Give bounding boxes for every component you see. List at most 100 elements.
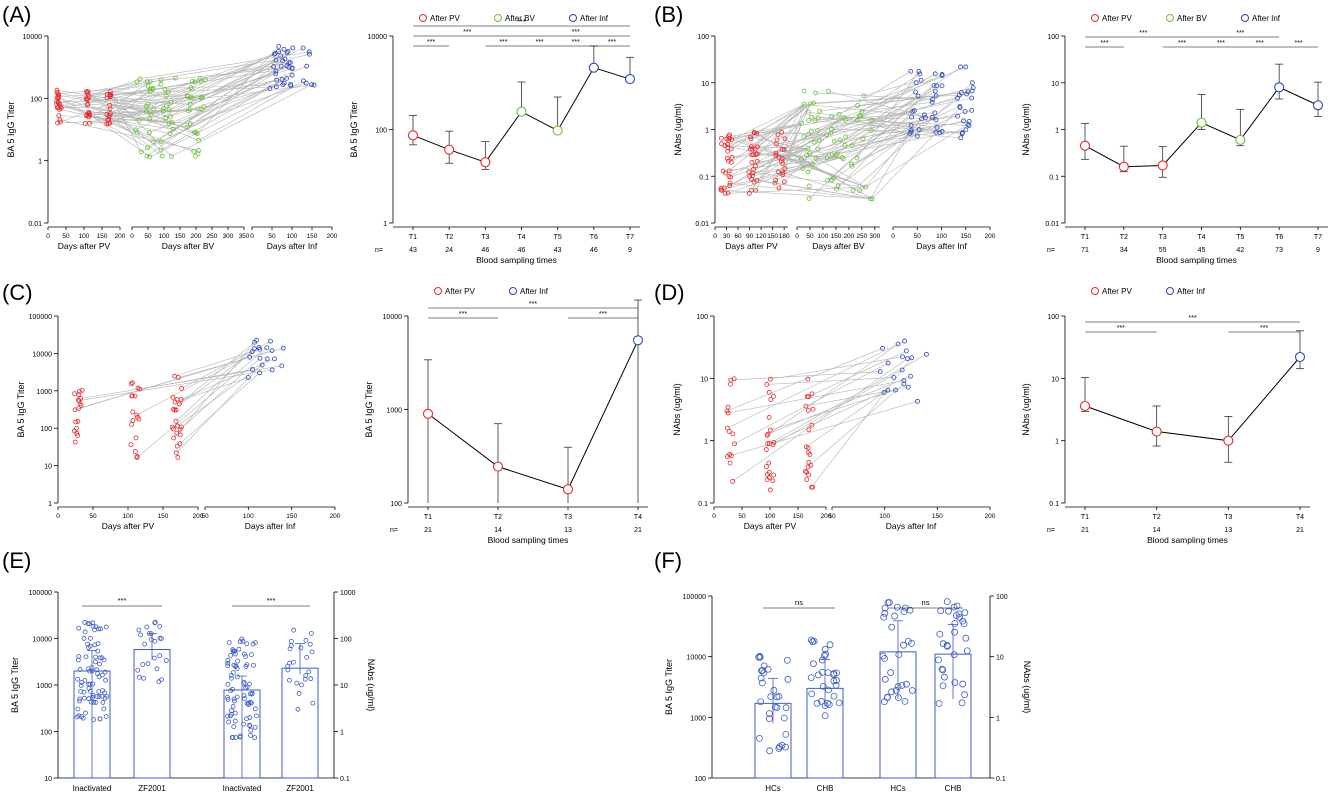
y-tick-label: 1000 — [386, 408, 402, 415]
sig-label: *** — [608, 39, 616, 46]
data-point — [806, 196, 812, 201]
subject-line — [109, 88, 193, 124]
data-point — [915, 93, 921, 99]
data-point — [913, 89, 918, 95]
bar-dot — [760, 669, 768, 677]
x-tick-label: T7 — [626, 234, 634, 241]
x-axis: T1 43 T2 24 T3 46 T4 46 T5 43 T6 46 T7 9 n= Blood sampl… — [375, 226, 640, 265]
subject-line — [751, 178, 873, 200]
subject-line — [136, 347, 267, 458]
data-point — [932, 88, 938, 94]
sig-label: ns — [922, 598, 930, 607]
x-tick-label: 0 — [713, 233, 717, 240]
data-point — [813, 155, 819, 161]
subject-line — [777, 134, 866, 188]
data-point — [187, 121, 193, 127]
subject-line — [56, 100, 188, 128]
legend-label: After Inf — [1177, 287, 1206, 296]
x-tick-label: HCs — [765, 784, 781, 793]
bar-dot — [248, 700, 254, 706]
subject-line — [724, 145, 808, 149]
subject-line — [721, 123, 802, 139]
data-point — [729, 155, 735, 160]
y-axis: 0.1 1 10 100 NAbs (ug/ml) — [672, 314, 715, 508]
bar-dot — [961, 691, 968, 699]
data-point — [902, 338, 907, 344]
data-point — [727, 183, 733, 188]
data-point — [284, 50, 290, 56]
data-point — [780, 172, 786, 177]
x-tick-label: 150 — [793, 513, 804, 520]
legend-marker — [434, 287, 442, 295]
bar-dot — [818, 697, 825, 705]
subject-line — [86, 98, 147, 107]
data-point — [939, 72, 945, 77]
data-point — [775, 132, 781, 138]
panel-label-e: (E) — [2, 548, 32, 573]
data-point — [256, 345, 262, 350]
bar-dot — [251, 662, 256, 668]
bar-dot — [141, 675, 146, 681]
data-point — [767, 427, 773, 433]
sig-label: *** — [1139, 30, 1147, 37]
bar-dot — [226, 640, 232, 645]
data-point — [170, 126, 176, 132]
mean-point — [1274, 82, 1285, 93]
subject-line — [729, 103, 811, 172]
bar-dot — [144, 624, 150, 630]
subject-line — [817, 97, 972, 131]
data-point — [725, 410, 731, 416]
bar-dot — [778, 741, 786, 749]
mean-points — [422, 335, 644, 495]
data-point — [815, 128, 821, 134]
legend-label: After PV — [1102, 14, 1132, 23]
legend-label: After Inf — [1252, 14, 1281, 23]
y-tick-label: 0.01 — [695, 221, 709, 228]
subject-line — [171, 84, 312, 157]
data-point — [164, 103, 169, 109]
bar-dot — [75, 706, 81, 712]
data-point — [174, 396, 180, 402]
data-point — [805, 131, 811, 137]
data-point — [726, 174, 732, 179]
bar-dot — [295, 706, 301, 712]
data-point — [909, 355, 915, 361]
sig-label: *** — [1100, 40, 1108, 47]
y-axis-title: NAbs (ug/ml) — [1021, 103, 1031, 156]
bar-dot — [825, 701, 833, 708]
data-point — [856, 113, 862, 119]
bar-dot — [819, 682, 827, 690]
bar-dot — [230, 704, 236, 709]
legend-marker — [1091, 14, 1099, 22]
data-point — [806, 427, 812, 433]
data-point — [933, 129, 939, 135]
data-point — [286, 64, 292, 70]
x-tick-label: T4 — [634, 514, 642, 521]
y-axis-title: BA 5 IgG Titer — [10, 657, 20, 713]
data-point — [721, 185, 727, 191]
data-point — [963, 64, 969, 70]
bar-dot — [88, 688, 93, 694]
data-point — [854, 117, 860, 123]
mean-point — [480, 157, 491, 168]
y-tick-label: 0.1 — [1049, 501, 1059, 508]
bar-dot — [770, 686, 778, 694]
bar-dot — [225, 681, 231, 687]
subject-line — [79, 369, 273, 401]
data-point — [901, 381, 907, 387]
x-axis-segment: 0 50 100 150 200 Days after Inf — [250, 226, 338, 251]
sig-label: *** — [1188, 315, 1196, 322]
y-tick-label: 100 — [1047, 314, 1059, 321]
subject-line — [200, 62, 290, 79]
bar-dot — [784, 675, 792, 683]
x-tick-label: 100 — [159, 233, 170, 240]
subject-line — [186, 65, 288, 128]
data-point — [75, 433, 80, 438]
subject-line — [852, 82, 973, 191]
subject-line — [60, 106, 170, 125]
mean-point — [516, 106, 527, 117]
subject-line — [814, 73, 920, 143]
y-tick-label: 100 — [340, 637, 352, 644]
n-prefix: n= — [375, 247, 383, 254]
y-axis-title: BA 5 IgG Titer — [364, 381, 374, 437]
